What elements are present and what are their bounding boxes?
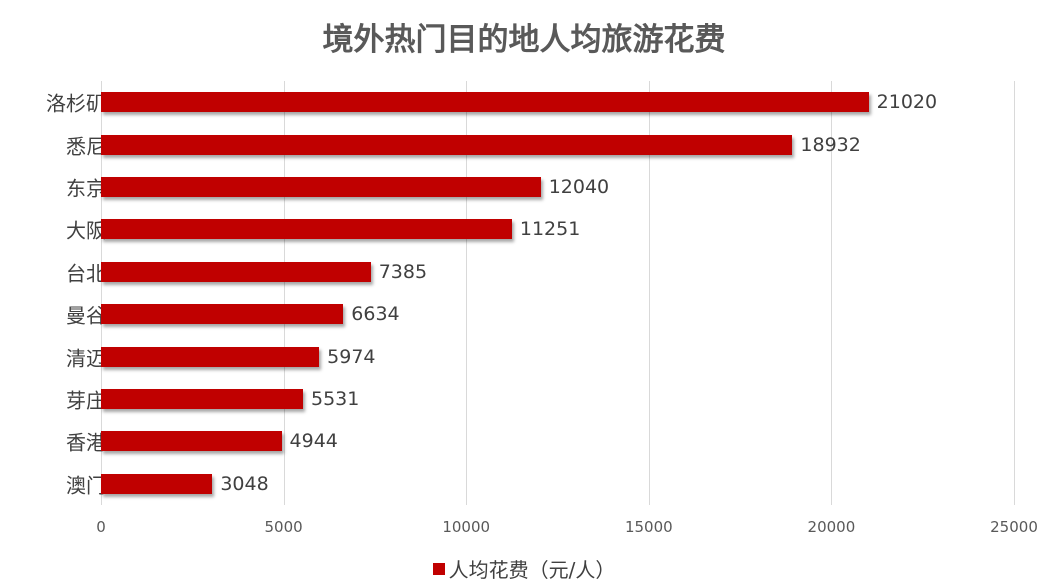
chart-title: 境外热门目的地人均旅游花费 <box>322 22 726 58</box>
category-label: 芽庄 <box>66 388 106 413</box>
bar <box>101 177 541 197</box>
bar <box>101 261 371 282</box>
bar <box>101 389 303 409</box>
legend-swatch-icon <box>432 562 445 575</box>
category-label: 台北 <box>66 261 106 286</box>
category-label: 澳门 <box>66 473 106 498</box>
category-label: 曼谷 <box>66 303 106 328</box>
data-label: 5531 <box>310 388 360 410</box>
category-label: 东京 <box>66 176 106 201</box>
legend: 人均花费（元/人） <box>0 554 1048 583</box>
bar <box>101 473 213 494</box>
x-tick-label: 5000 <box>264 518 303 536</box>
x-tick-label: 0 <box>96 518 106 536</box>
data-label: 7385 <box>378 260 428 283</box>
category-label: 大阪 <box>66 218 106 243</box>
category-label: 清迈 <box>66 346 106 371</box>
bar <box>101 346 320 367</box>
gridline <box>831 81 833 505</box>
bar <box>101 431 282 452</box>
data-label: 12040 <box>548 176 610 198</box>
category-label: 悉尼 <box>66 134 106 159</box>
data-label: 21020 <box>876 91 938 114</box>
legend-label: 人均花费（元/人） <box>448 558 616 582</box>
data-label: 18932 <box>800 133 861 156</box>
bar <box>101 219 512 240</box>
bar <box>101 134 793 155</box>
category-label: 香港 <box>66 430 106 455</box>
data-label: 5974 <box>327 345 376 368</box>
gridline <box>648 81 650 505</box>
bar <box>101 304 344 325</box>
data-label: 6634 <box>351 303 400 326</box>
x-tick-label: 10000 <box>442 518 491 536</box>
data-label: 11251 <box>519 218 581 241</box>
category-label: 洛杉矶 <box>46 91 106 116</box>
x-tick-label: 15000 <box>624 518 673 536</box>
gridline <box>1014 81 1015 505</box>
data-label: 4944 <box>289 430 338 453</box>
gridline <box>101 81 102 505</box>
data-label: 3048 <box>220 472 269 495</box>
x-tick-label: 25000 <box>990 518 1038 536</box>
bar <box>101 92 869 113</box>
x-tick-label: 20000 <box>807 518 856 536</box>
gridline <box>283 81 285 505</box>
gridline <box>466 81 468 505</box>
plot-area <box>101 81 1015 505</box>
